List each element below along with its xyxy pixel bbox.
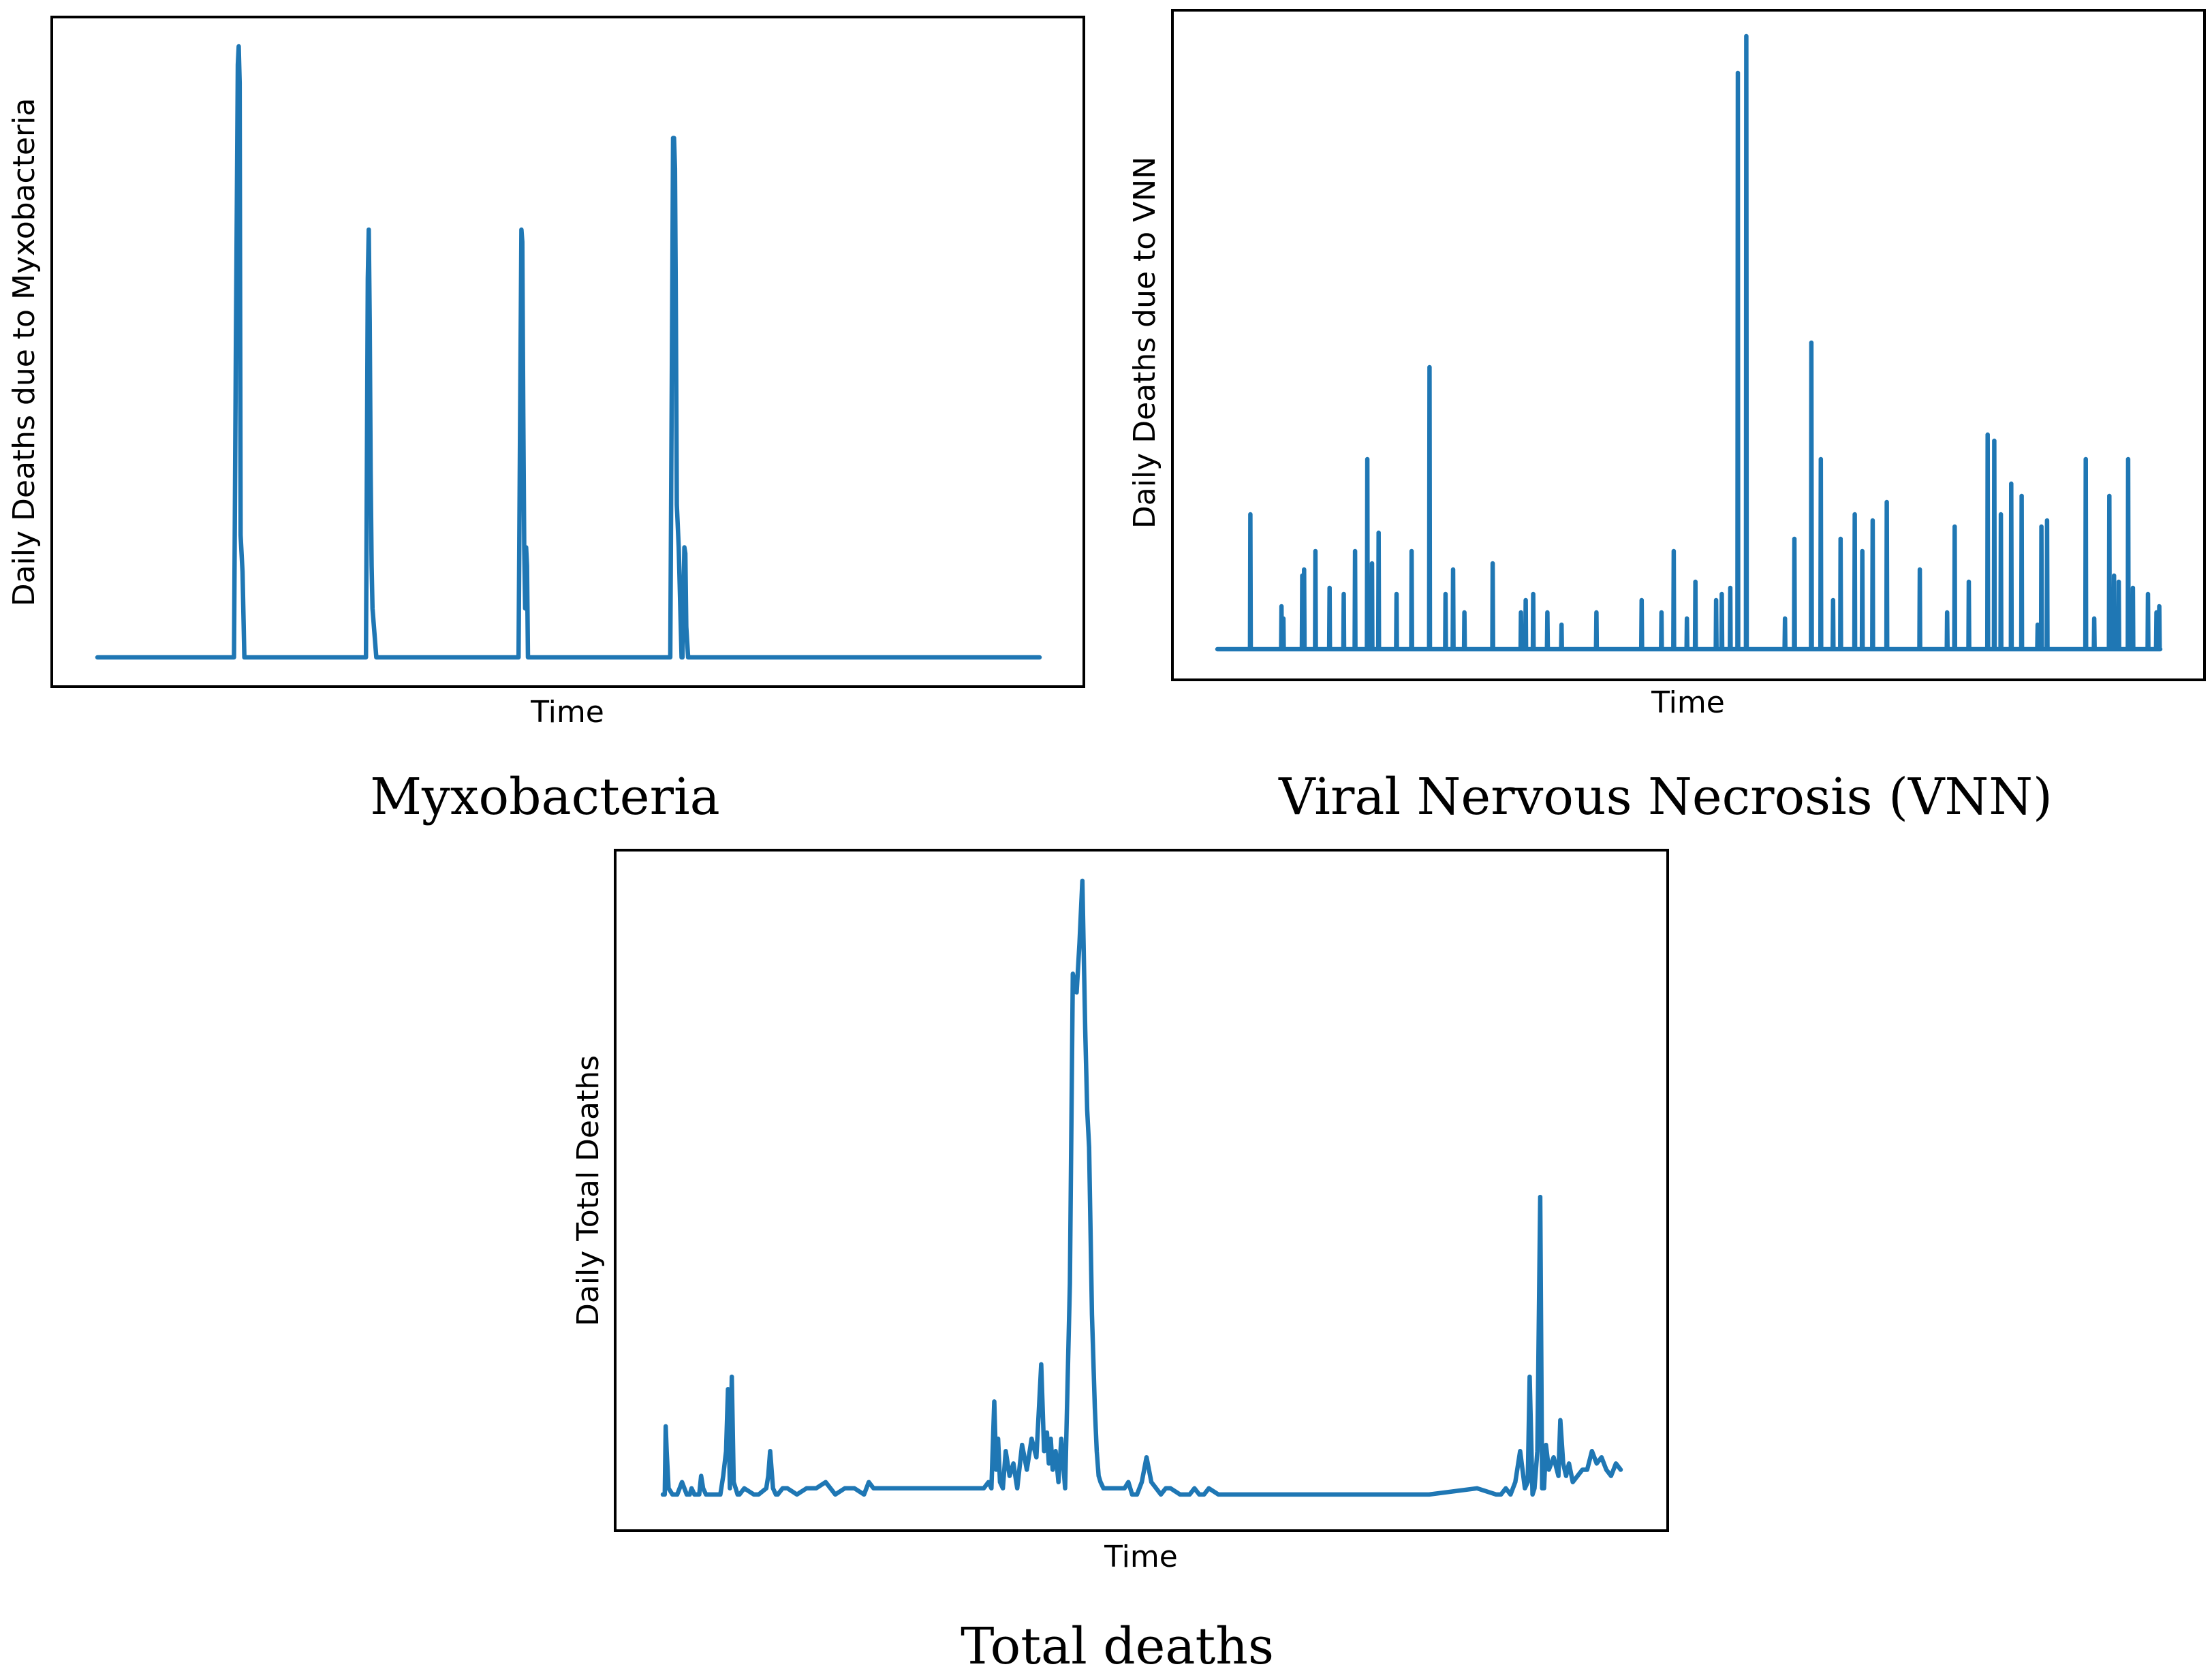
- x-axis-label-vnn: Time: [1651, 685, 1725, 720]
- y-axis-label-myxobacteria: Daily Deaths due to Myxobacteria: [7, 98, 42, 607]
- series-line-myxobacteria: [95, 44, 1042, 660]
- plot-frame-total-deaths: [614, 849, 1669, 1532]
- plot-frame-vnn: [1171, 9, 2206, 681]
- panel-myxobacteria: Time Daily Deaths due to Myxobacteria My…: [7, 16, 1085, 826]
- panel-total-deaths: Time Daily Total Deaths Total deaths: [571, 849, 1669, 1671]
- caption-vnn: Viral Nervous Necrosis (VNN): [1278, 768, 2053, 826]
- plot-frame-myxobacteria: [50, 16, 1085, 688]
- caption-myxobacteria: Myxobacteria: [370, 768, 719, 826]
- caption-total-deaths: Total deaths: [961, 1617, 1274, 1671]
- series-line-vnn: [1215, 33, 2163, 652]
- panel-vnn: Time Daily Deaths due to VNN Viral Nervo…: [1127, 9, 2206, 826]
- y-axis-label-total-deaths: Daily Total Deaths: [571, 1055, 606, 1326]
- series-line-total-deaths: [660, 878, 1623, 1497]
- x-axis-label-myxobacteria: Time: [530, 695, 604, 730]
- x-axis-label-total-deaths: Time: [1104, 1540, 1178, 1574]
- y-axis-label-vnn: Daily Deaths due to VNN: [1127, 157, 1162, 529]
